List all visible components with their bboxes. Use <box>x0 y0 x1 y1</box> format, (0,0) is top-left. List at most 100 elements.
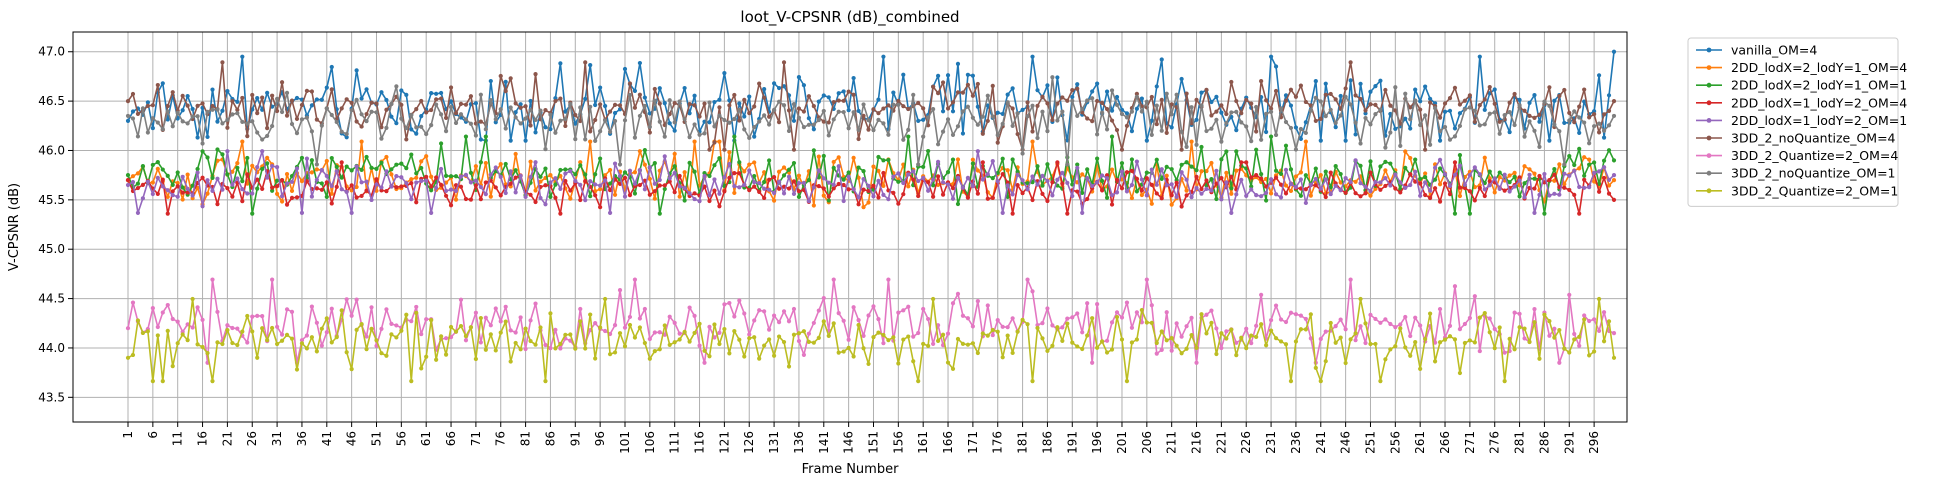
data-point <box>1100 100 1105 105</box>
data-point <box>762 170 767 175</box>
x-tick-label: 276 <box>1488 431 1502 454</box>
data-point <box>1030 54 1035 59</box>
data-point <box>806 122 811 127</box>
data-point <box>1080 172 1085 177</box>
data-point <box>1085 167 1090 172</box>
data-point <box>220 341 225 347</box>
data-point <box>473 178 478 183</box>
data-point <box>1283 167 1289 172</box>
data-point <box>1428 96 1433 101</box>
data-point <box>627 192 633 198</box>
data-point <box>1020 107 1025 113</box>
data-point <box>314 162 319 167</box>
data-point <box>1055 118 1060 123</box>
data-point <box>677 99 682 104</box>
data-point <box>1517 311 1522 316</box>
data-point <box>796 115 802 120</box>
data-point <box>1020 151 1025 156</box>
data-point <box>737 171 742 176</box>
data-point <box>1323 92 1328 97</box>
data-point <box>1457 123 1463 129</box>
data-point <box>826 120 831 125</box>
data-point <box>916 193 921 199</box>
data-point <box>503 79 508 85</box>
data-point <box>424 354 429 359</box>
data-point <box>916 118 921 123</box>
data-point <box>1174 194 1179 200</box>
legend-marker <box>1706 47 1712 53</box>
data-point <box>1577 211 1582 216</box>
data-point <box>1328 107 1333 112</box>
data-point <box>1273 175 1279 180</box>
data-point <box>1293 174 1299 179</box>
data-point <box>1343 327 1348 332</box>
data-point <box>1577 104 1582 109</box>
data-point <box>369 326 374 331</box>
data-point <box>414 171 419 176</box>
data-point <box>1472 119 1477 124</box>
data-point <box>270 277 275 282</box>
data-point <box>831 277 836 282</box>
data-point <box>265 90 270 95</box>
data-point <box>1437 340 1443 345</box>
data-point <box>130 91 136 97</box>
data-point <box>1582 185 1587 190</box>
data-point <box>424 317 429 322</box>
data-point <box>563 109 568 114</box>
data-point <box>687 305 692 310</box>
data-point <box>1283 319 1289 325</box>
data-point <box>692 139 697 144</box>
data-point <box>1596 189 1602 194</box>
data-point <box>429 318 434 323</box>
data-point <box>1209 308 1214 313</box>
data-point <box>791 179 797 184</box>
data-point <box>1303 130 1308 136</box>
x-tick-label: 186 <box>1040 431 1054 454</box>
data-point <box>717 330 722 335</box>
data-point <box>1254 193 1259 198</box>
data-point <box>379 351 384 356</box>
data-point <box>1045 162 1050 167</box>
data-point <box>990 327 995 333</box>
data-point <box>275 96 280 101</box>
data-point <box>657 347 662 352</box>
data-point <box>1527 172 1532 177</box>
data-point <box>940 80 946 85</box>
data-point <box>1273 88 1279 94</box>
data-point <box>294 95 300 101</box>
data-point <box>692 103 697 108</box>
data-point <box>1562 182 1567 187</box>
data-point <box>796 189 802 194</box>
data-point <box>478 137 483 142</box>
data-point <box>1572 337 1577 342</box>
data-point <box>1065 316 1070 321</box>
data-point <box>1184 324 1189 329</box>
data-point <box>603 178 608 183</box>
data-point <box>921 175 926 181</box>
data-point <box>935 174 941 179</box>
data-point <box>563 167 568 172</box>
data-point <box>1134 310 1139 315</box>
data-point <box>1467 315 1472 321</box>
data-point <box>831 159 836 165</box>
data-point <box>1547 85 1552 90</box>
data-point <box>593 102 598 108</box>
data-point <box>1184 177 1189 182</box>
data-point <box>359 96 364 101</box>
data-point <box>1487 179 1492 184</box>
data-point <box>1487 316 1492 321</box>
data-point <box>901 308 906 313</box>
data-point <box>1418 176 1423 182</box>
data-point <box>304 115 310 120</box>
data-point <box>1070 193 1075 199</box>
data-point <box>871 127 876 133</box>
data-point <box>1298 177 1303 182</box>
data-point <box>1606 148 1612 153</box>
data-point <box>200 175 205 180</box>
data-point <box>588 63 593 68</box>
data-point <box>960 109 966 114</box>
data-point <box>175 194 180 199</box>
x-tick-label: 256 <box>1388 431 1402 454</box>
data-point <box>1592 124 1597 129</box>
data-point <box>727 161 732 167</box>
